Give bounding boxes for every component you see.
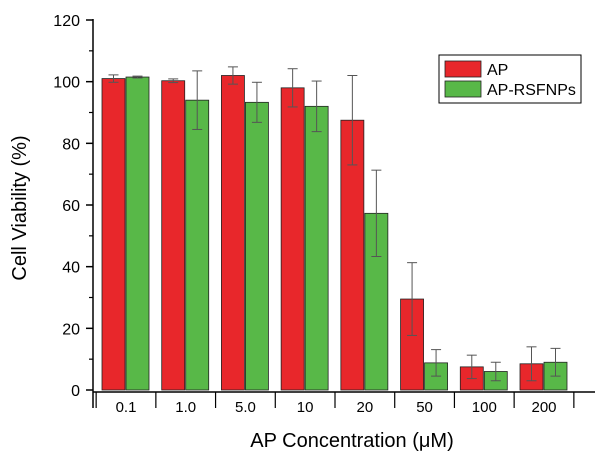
x-tick-label: 10 — [297, 399, 314, 416]
bar-ap-rsfnps-5_0 — [245, 101, 269, 391]
bar-ap-5_0 — [221, 75, 245, 391]
x-tick-label: 1.0 — [175, 399, 196, 416]
y-tick-label: 80 — [62, 136, 80, 153]
bar-ap-rsfnps-1_0 — [185, 99, 210, 391]
x-tick-label: 50 — [416, 399, 433, 416]
x-tick-label: 20 — [357, 399, 374, 416]
y-ticks: 0 20 40 60 80 100 120 — [53, 13, 93, 400]
x-axis-title: AP Concentration (μM) — [250, 430, 453, 452]
bar-ap-0_1 — [101, 78, 126, 391]
y-tick-label: 60 — [62, 198, 80, 215]
legend: AP AP-RSFNPs — [438, 54, 582, 104]
bar-ap-10 — [280, 87, 305, 391]
error-bars-layer — [108, 66, 561, 382]
y-tick-label: 20 — [62, 321, 80, 338]
y-tick-label: 120 — [53, 13, 80, 30]
legend-label: AP — [487, 62, 508, 79]
x-tick-label: 100 — [472, 399, 497, 416]
y-tick-label: 40 — [62, 260, 80, 277]
y-tick-label: 100 — [53, 75, 80, 92]
legend-swatch — [444, 80, 482, 98]
x-ticks: 0.1 1.0 5.0 10 20 50 100 200 — [95, 392, 575, 416]
bars-layer — [101, 75, 568, 391]
x-tick-label: 0.1 — [116, 399, 137, 416]
legend-label: AP-RSFNPs — [487, 82, 576, 99]
x-tick-label: 5.0 — [235, 399, 256, 416]
y-axis-title: Cell Viability (%) — [9, 135, 31, 280]
legend-swatch — [444, 60, 482, 78]
bar-ap-1_0 — [161, 80, 186, 391]
x-tick-label: 200 — [531, 399, 556, 416]
bar-ap-rsfnps-10 — [304, 105, 329, 391]
y-tick-label: 0 — [71, 383, 80, 400]
bar-ap-rsfnps-0_1 — [125, 76, 150, 391]
